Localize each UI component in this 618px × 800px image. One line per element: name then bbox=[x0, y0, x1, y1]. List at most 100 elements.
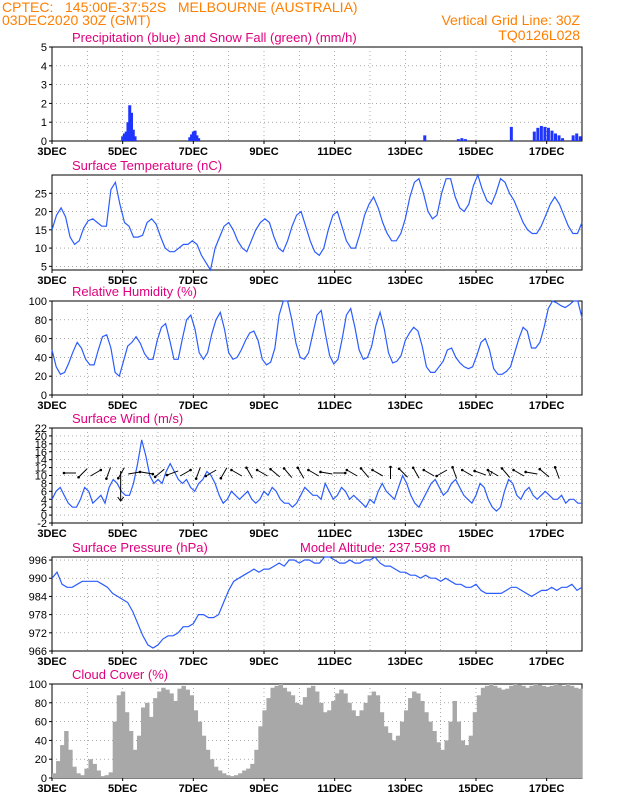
cloud-bar bbox=[339, 689, 344, 778]
chart-panel-2: 5 10 15 20 25 3DEC 5DEC 7DEC 9DEC 11DEC 13DEC 15DEC… bbox=[35, 158, 583, 287]
x-tick-label: 17DEC bbox=[529, 656, 565, 668]
wind-arrow-icon bbox=[153, 468, 165, 479]
x-tick-label: 15DEC bbox=[458, 400, 494, 412]
cloud-bar bbox=[314, 691, 320, 778]
cloud-bar bbox=[52, 773, 57, 778]
x-tick-label: 7DEC bbox=[179, 783, 208, 795]
cloud-bar bbox=[505, 688, 510, 778]
y-tick-label: 5 bbox=[41, 42, 47, 54]
cloud-bar bbox=[464, 745, 470, 778]
wind-arrow-icon bbox=[90, 468, 103, 477]
y-tick-label: 978 bbox=[29, 610, 47, 622]
x-tick-label: 13DEC bbox=[388, 656, 424, 668]
cloud-bar bbox=[310, 685, 316, 778]
y-tick-label: 2 bbox=[41, 502, 47, 514]
x-tick-label: 9DEC bbox=[249, 656, 278, 668]
wind-arrow-icon bbox=[116, 467, 125, 480]
cloud-bar bbox=[408, 698, 413, 778]
x-tick-label: 5DEC bbox=[108, 275, 137, 287]
cloud-bar bbox=[149, 716, 154, 778]
cloud-bar bbox=[403, 710, 409, 778]
y-tick-label: 4 bbox=[41, 61, 47, 73]
x-tick-label: 3DEC bbox=[37, 783, 66, 795]
cloud-bar bbox=[509, 685, 514, 778]
cloud-bar bbox=[399, 721, 405, 778]
x-tick-label: 3DEC bbox=[37, 146, 66, 158]
series-line bbox=[51, 439, 582, 512]
precip-bar bbox=[561, 138, 565, 141]
cloud-bar bbox=[201, 735, 207, 778]
precip-bar bbox=[536, 127, 540, 141]
cloud-bar bbox=[323, 712, 328, 778]
x-tick-label: 15DEC bbox=[458, 275, 494, 287]
plot-frame bbox=[51, 300, 583, 396]
cloud-bar bbox=[266, 698, 271, 778]
cloud-bar bbox=[56, 761, 61, 778]
y-tick-label: 12 bbox=[35, 463, 47, 475]
wind-arrow-icon bbox=[333, 471, 347, 475]
x-tick-label: 5DEC bbox=[108, 783, 137, 795]
wind-arrow-icon bbox=[524, 470, 538, 475]
cloud-bar bbox=[424, 712, 429, 778]
cloud-bar bbox=[363, 702, 368, 778]
wind-arrow-icon bbox=[245, 466, 253, 479]
y-tick-label: 20 bbox=[35, 207, 47, 219]
panel-title: Surface Pressure (hPa) bbox=[72, 540, 208, 555]
cloud-bar bbox=[278, 684, 284, 778]
x-tick-label: 15DEC bbox=[458, 656, 494, 668]
cloud-bar bbox=[136, 735, 142, 778]
cloud-bar bbox=[132, 749, 138, 778]
y-tick-label: 0 bbox=[41, 510, 47, 522]
y-tick-label: 10 bbox=[35, 471, 47, 483]
x-tick-label: 13DEC bbox=[388, 146, 424, 158]
cloud-bar bbox=[104, 775, 110, 778]
wind-arrow-icon bbox=[269, 467, 281, 478]
precip-bar bbox=[423, 135, 427, 141]
chart-panel-6: 0 20 40 60 80 100 3DEC 5DEC 7DEC 9DEC 11DEC 13DEC 15… bbox=[29, 667, 583, 795]
cloud-bar bbox=[262, 710, 267, 778]
y-tick-label: 16 bbox=[35, 447, 47, 459]
x-tick-label: 9DEC bbox=[249, 400, 278, 412]
cloud-bar bbox=[444, 740, 449, 778]
precip-bar bbox=[575, 133, 579, 141]
series-line bbox=[51, 300, 583, 378]
y-tick-label: 60 bbox=[35, 334, 47, 346]
cloud-bar bbox=[100, 776, 105, 778]
cloud-bar bbox=[569, 685, 575, 778]
cloud-bar bbox=[428, 721, 433, 778]
wind-arrow-icon bbox=[105, 467, 111, 480]
wind-arrow-icon bbox=[486, 468, 499, 477]
cloud-bar bbox=[250, 763, 255, 778]
x-tick-label: 11DEC bbox=[317, 783, 352, 795]
cloud-bar bbox=[468, 735, 474, 778]
wind-arrow-icon bbox=[345, 468, 358, 477]
wind-arrow-icon bbox=[473, 469, 487, 476]
cloud-bar bbox=[60, 745, 65, 778]
precip-bar bbox=[578, 136, 582, 141]
y-tick-label: 40 bbox=[35, 352, 47, 364]
cloud-bar bbox=[76, 773, 81, 778]
wind-arrow-icon bbox=[117, 471, 125, 502]
cloud-bar bbox=[197, 721, 203, 778]
cloud-bar bbox=[302, 697, 308, 778]
cloud-bar bbox=[343, 693, 348, 778]
precip-bar bbox=[124, 131, 128, 141]
wind-arrow-icon bbox=[553, 466, 560, 479]
x-tick-label: 3DEC bbox=[37, 275, 66, 287]
wind-arrow-icon bbox=[194, 467, 201, 480]
x-tick-label: 15DEC bbox=[458, 783, 494, 795]
cloud-bar bbox=[217, 770, 223, 778]
precip-bar bbox=[532, 131, 536, 141]
x-tick-label: 9DEC bbox=[249, 783, 278, 795]
cloud-bar bbox=[375, 695, 381, 778]
cloud-bar bbox=[432, 731, 437, 778]
cloud-bar bbox=[270, 687, 275, 778]
cloud-bar bbox=[72, 766, 77, 778]
wind-arrow-icon bbox=[307, 468, 320, 477]
wind-arrow-icon bbox=[411, 466, 420, 479]
cloud-bar bbox=[537, 684, 542, 778]
wind-arrow-icon bbox=[512, 468, 525, 477]
wind-arrow-icon bbox=[500, 467, 511, 478]
y-tick-label: 996 bbox=[29, 555, 47, 567]
wind-arrow-label: v bbox=[488, 468, 493, 478]
